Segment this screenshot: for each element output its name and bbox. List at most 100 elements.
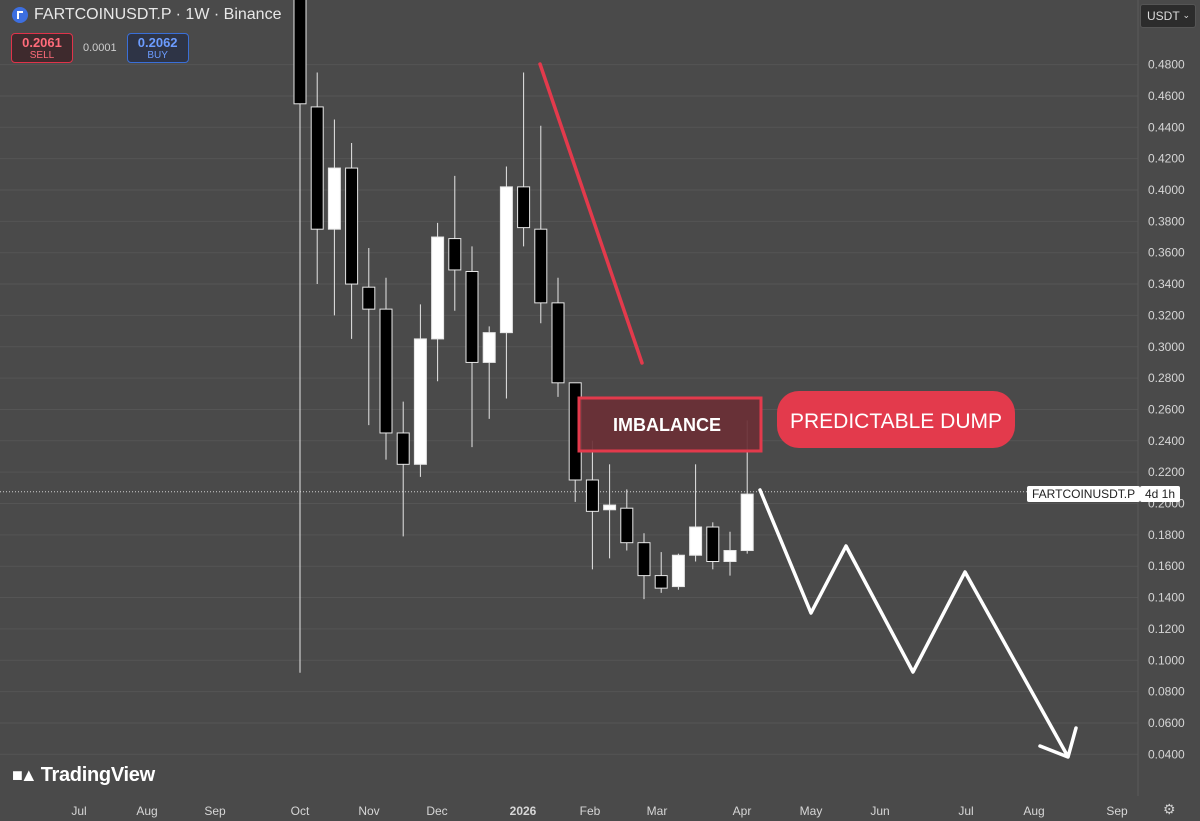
- candle-body: [293, 0, 307, 105]
- candle[interactable]: [345, 142, 359, 339]
- y-tick-label: 0.3600: [1148, 246, 1185, 260]
- candle[interactable]: [689, 464, 703, 562]
- candle[interactable]: [517, 72, 531, 247]
- tradingview-logo[interactable]: ■▲ TradingView: [12, 764, 155, 787]
- candle-body: [585, 479, 599, 512]
- candle-body: [448, 238, 462, 271]
- y-tick-label: 0.0600: [1148, 716, 1185, 730]
- symbol-title: FARTCOINUSDT.P · 1W · Binance: [34, 6, 282, 23]
- tradingview-mark-icon: ■▲: [12, 765, 38, 785]
- y-tick-label: 0.4600: [1148, 89, 1185, 103]
- candle-body: [379, 308, 393, 434]
- y-tick-label: 0.0800: [1148, 685, 1185, 699]
- candle-body: [482, 332, 496, 363]
- imbalance-zone[interactable]: [577, 396, 763, 453]
- candle-body: [706, 526, 720, 562]
- arrow-head-icon: [1038, 726, 1078, 759]
- candle[interactable]: [379, 277, 393, 460]
- y-tick-label: 0.2600: [1148, 402, 1185, 416]
- candle-body: [671, 554, 685, 588]
- candle[interactable]: [671, 553, 685, 590]
- tradingview-wordmark: TradingView: [40, 764, 155, 786]
- candle[interactable]: [448, 175, 462, 311]
- y-tick-label: 0.3200: [1148, 308, 1185, 322]
- candle[interactable]: [396, 401, 410, 537]
- candle[interactable]: [293, 0, 307, 673]
- buy-button[interactable]: 0.2062 BUY: [126, 33, 189, 63]
- x-tick-label: Jun: [870, 804, 889, 818]
- candle-body: [345, 167, 359, 285]
- candle[interactable]: [534, 125, 548, 324]
- imbalance-label: IMBALANCE: [613, 415, 721, 435]
- x-tick-label: Sep: [204, 804, 226, 818]
- projection-path[interactable]: [758, 488, 1069, 757]
- buy-price: 0.2062: [137, 35, 178, 50]
- candle[interactable]: [637, 533, 651, 600]
- y-tick-label: 0.1200: [1148, 622, 1185, 636]
- x-tick-label: Nov: [358, 804, 379, 818]
- symbol-header[interactable]: FARTCOINUSDT.P · 1W · Binance: [12, 6, 281, 24]
- candle-body: [740, 493, 754, 552]
- candle-body: [551, 302, 565, 384]
- sell-button[interactable]: 0.2061 SELL: [11, 33, 73, 63]
- y-tick-label: 0.4800: [1148, 58, 1185, 72]
- candle[interactable]: [482, 326, 496, 419]
- sell-price: 0.2061: [22, 35, 62, 50]
- x-tick-label: 2026: [510, 804, 537, 818]
- candle[interactable]: [654, 552, 668, 593]
- y-tick-label: 0.0400: [1148, 747, 1185, 761]
- sell-label: SELL: [29, 50, 55, 61]
- candle-body: [603, 504, 617, 511]
- x-tick-label: Mar: [647, 804, 668, 818]
- candle[interactable]: [706, 522, 720, 570]
- gear-icon[interactable]: ⚙: [1163, 801, 1176, 817]
- x-tick-label: Oct: [291, 804, 310, 818]
- candle[interactable]: [431, 222, 445, 382]
- candle[interactable]: [465, 246, 479, 448]
- candle[interactable]: [499, 166, 513, 399]
- x-tick-label: Jul: [958, 804, 973, 818]
- candle-body: [362, 286, 376, 310]
- y-tick-label: 0.1800: [1148, 528, 1185, 542]
- candle[interactable]: [327, 119, 341, 316]
- currency-label: USDT: [1147, 9, 1180, 23]
- candle[interactable]: [585, 440, 599, 570]
- candle-body: [465, 271, 479, 363]
- x-tick-label: May: [800, 804, 823, 818]
- candle-body: [499, 186, 513, 334]
- candle[interactable]: [310, 72, 324, 285]
- candle-body: [534, 228, 548, 304]
- y-tick-label: 0.1400: [1148, 591, 1185, 605]
- candle-body: [396, 432, 410, 465]
- spread-value: 0.0001: [83, 42, 117, 54]
- x-tick-label: Apr: [733, 804, 752, 818]
- y-tick-label: 0.2400: [1148, 434, 1185, 448]
- candle-body: [723, 550, 737, 562]
- trend-line[interactable]: [538, 62, 644, 365]
- x-tick-label: Aug: [1023, 804, 1044, 818]
- x-tick-label: Sep: [1106, 804, 1128, 818]
- dump-callout[interactable]: [777, 391, 1015, 448]
- candle[interactable]: [603, 464, 617, 559]
- candle-body: [310, 106, 324, 230]
- symbol-price-tag: FARTCOINUSDT.P: [1027, 486, 1141, 502]
- x-tick-label: Jul: [71, 804, 86, 818]
- y-tick-label: 0.4200: [1148, 152, 1185, 166]
- candle[interactable]: [620, 489, 634, 551]
- buy-label: BUY: [147, 50, 168, 61]
- x-tick-label: Feb: [580, 804, 601, 818]
- candle-body: [654, 575, 668, 589]
- candle[interactable]: [723, 531, 737, 576]
- fartcoin-logo-icon: [12, 7, 28, 23]
- candle[interactable]: [362, 247, 376, 426]
- y-tick-label: 0.3400: [1148, 277, 1185, 291]
- chevron-down-icon: ⌄: [1182, 10, 1190, 20]
- candle-body: [517, 186, 531, 229]
- y-tick-label: 0.4400: [1148, 120, 1185, 134]
- candle[interactable]: [551, 277, 565, 397]
- currency-selector[interactable]: USDT ⌄: [1140, 4, 1196, 28]
- y-tick-label: 0.2800: [1148, 371, 1185, 385]
- candle[interactable]: [413, 304, 427, 477]
